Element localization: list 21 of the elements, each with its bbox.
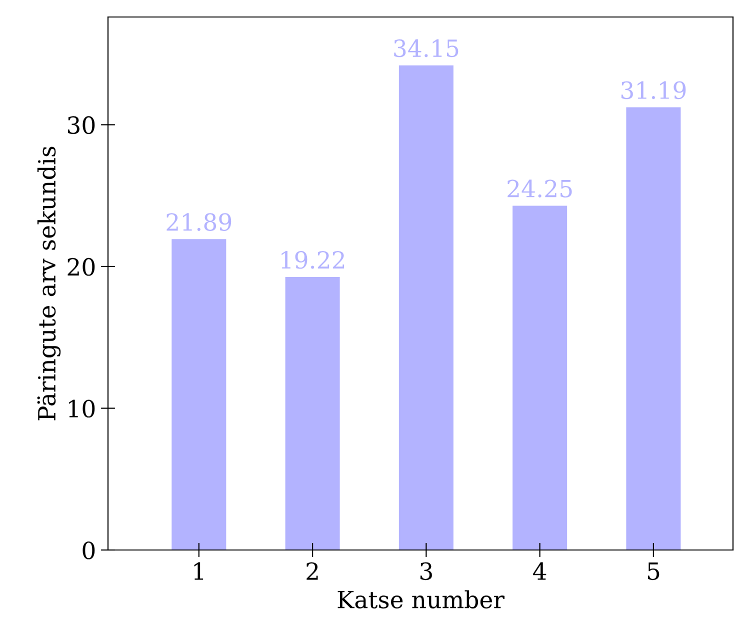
x-tick-label: 2 (306, 562, 318, 580)
y-tick-label: 20 (68, 258, 95, 276)
x-tick-label: 1 (194, 562, 204, 580)
bar (398, 65, 454, 550)
data-label: 19.22 (282, 250, 344, 269)
bar (172, 239, 226, 550)
y-tick-label: 30 (68, 116, 95, 134)
y-tick-label: 0 (82, 541, 95, 560)
y-tick-label: 10 (69, 400, 95, 418)
bar (626, 107, 681, 550)
x-tick-label: 4 (533, 562, 546, 580)
bar (285, 276, 340, 550)
data-label: 34.15 (394, 39, 458, 58)
data-label: 31.19 (621, 81, 686, 100)
x-tick-label: 3 (420, 562, 432, 580)
data-label: 21.89 (166, 213, 232, 231)
x-tick-label: 5 (648, 562, 660, 580)
bar (512, 206, 568, 550)
y-axis-title: Päringute arv sekundis (37, 146, 61, 420)
data-label: 24.25 (508, 180, 572, 198)
x-axis-title: Katse number (338, 590, 504, 608)
